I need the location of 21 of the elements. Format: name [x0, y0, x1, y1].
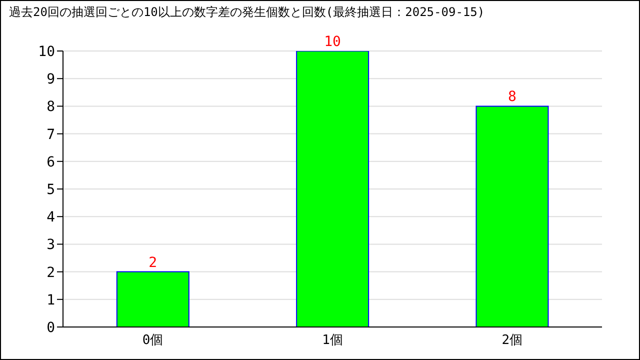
- chart-title: 過去20回の抽選回ごとの10以上の数字差の発生個数と回数(最終抽選日：2025-09-15): [9, 4, 485, 21]
- data-label: 10: [324, 34, 341, 50]
- y-tick-label: 8: [46, 99, 55, 116]
- y-tick-label: 4: [46, 210, 55, 226]
- y-tick-label: 5: [46, 182, 55, 198]
- bar: [296, 51, 370, 327]
- x-tick-label: 0個: [142, 333, 164, 348]
- bar: [116, 271, 190, 327]
- bar: [476, 106, 549, 327]
- y-tick-label: 6: [46, 154, 55, 170]
- y-tick-label: 0: [46, 320, 55, 336]
- y-tick-label: 3: [46, 237, 55, 254]
- data-label: 8: [508, 89, 516, 106]
- y-tick-label: 7: [46, 126, 55, 143]
- y-tick-label: 1: [46, 292, 55, 308]
- x-tick-label: 2個: [502, 333, 523, 348]
- x-tick-label: 1個: [322, 333, 343, 348]
- y-tick-label: 9: [46, 72, 55, 88]
- data-label: 2: [148, 254, 158, 271]
- y-tick-label: 2: [46, 264, 55, 281]
- y-tick-label: 10: [38, 44, 55, 60]
